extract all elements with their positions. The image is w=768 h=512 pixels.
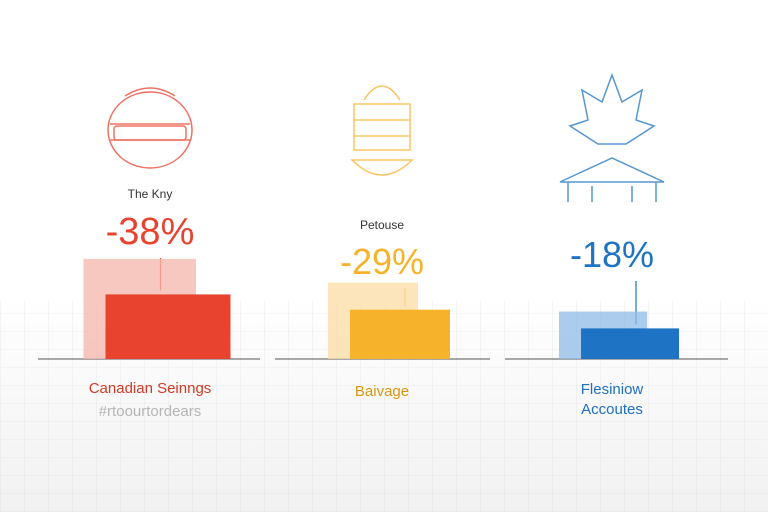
- house-roof: [559, 157, 665, 183]
- small-label: The Kny: [128, 187, 173, 201]
- stand-frame: [353, 103, 411, 151]
- category-label: Baivage: [355, 383, 409, 400]
- category-label: #rtoourtordears: [99, 403, 202, 420]
- helmet-top: [124, 87, 176, 97]
- stand-bowl: [350, 159, 414, 176]
- bar: [350, 309, 450, 359]
- food-stand-icon: [350, 85, 414, 176]
- category-label: Canadian Seinngs: [89, 380, 212, 397]
- bar: [105, 294, 231, 359]
- maple-leaf: [568, 72, 656, 145]
- helmet-shell: [107, 91, 193, 169]
- chef-hat: [363, 85, 401, 101]
- value-label: -18%: [570, 234, 654, 275]
- category-label: Flesiniow: [581, 381, 644, 398]
- value-label: -38%: [106, 211, 195, 253]
- bar: [581, 328, 679, 359]
- maple-leaf-house-icon: [559, 72, 665, 202]
- small-label: Petouse: [360, 218, 404, 232]
- football-helmet-icon: [107, 87, 193, 169]
- category-label: Accoutes: [581, 401, 643, 418]
- value-label: -29%: [340, 241, 424, 282]
- stand-shelves: [354, 119, 410, 137]
- house-columns: [567, 182, 657, 202]
- helmet-plate: [113, 125, 187, 141]
